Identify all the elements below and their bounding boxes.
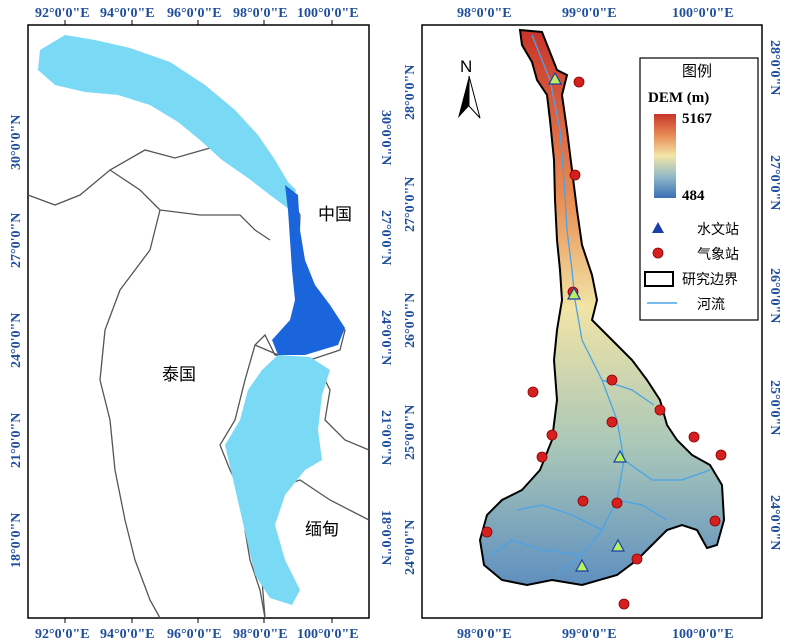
top-tick: 98°0'0"E [233,6,288,21]
study-basin-dem [478,28,726,587]
top-tick: 94°0'0"E [100,6,155,21]
weather-station[interactable] [569,169,581,181]
basin-upper-region [38,35,296,210]
hydro-station[interactable] [612,449,628,463]
basin-lower-region [225,355,330,605]
left-tick: 18°0'0"N [9,513,24,568]
weather-stations [481,76,727,610]
bottom-tick: 98°0'0"E [457,627,512,642]
legend-river: 河流 [697,296,725,312]
right-tick: 28°0'0"N [767,40,782,95]
svg-text:N: N [460,57,472,76]
legend: 图例 DEM (m) 5167 484 水文站 气象站 研究边界 河流 [639,57,759,321]
weather-station[interactable] [546,429,558,441]
left-tick: 25°0'0"N [403,405,418,460]
weather-station[interactable] [577,495,589,507]
bottom-tick: 99°0'0"E [562,627,617,642]
right-tick: 27°0'0"N [378,210,392,265]
basin-middle-region [272,185,345,355]
weather-station[interactable] [688,431,700,443]
weather-station[interactable] [573,76,585,88]
hydro-station[interactable] [574,558,590,572]
bottom-tick: 92°0'0"E [35,627,90,642]
top-tick: 100°0'0"E [297,6,359,21]
left-tick: 26°0'0"N [403,293,418,348]
left-tick: 21°0'0"N [9,413,24,468]
label-thailand: 泰国 [162,365,196,384]
hydro-station[interactable] [547,71,563,85]
overview-map: 中国 泰国 缅甸 92°0'0"E 94°0'0"E 96°0'0"E 98°0… [0,0,392,643]
legend-dem-label: DEM (m) [648,90,709,106]
left-tick: 24°0'0"N [403,520,418,575]
top-tick: 100°0'0"E [672,6,734,21]
top-tick: 98°0'0"E [457,6,512,21]
legend-title: 图例 [682,63,712,80]
bottom-tick: 100°0'0"E [672,627,734,642]
hydro-stations [547,71,628,572]
right-tick: 25°0'0"N [767,380,782,435]
river-network [491,34,711,576]
hydro-station-icon [652,222,664,233]
weather-station[interactable] [527,386,539,398]
left-tick: 28°0'0"N [403,65,418,120]
label-myanmar: 缅甸 [305,520,339,539]
right-tick: 24°0'0"N [378,310,392,365]
right-tick: 26°0'0"N [767,268,782,323]
weather-station[interactable] [611,497,623,509]
weather-station[interactable] [606,374,618,386]
weather-station[interactable] [606,416,618,428]
right-tick: 27°0'0"N [767,155,782,210]
weather-station[interactable] [709,515,721,527]
hydro-station[interactable] [610,538,626,552]
legend-dem-min: 484 [682,188,705,204]
left-tick: 30°0'0"N [9,115,24,170]
right-tick: 18°0'0"N [378,510,392,565]
top-tick: 96°0'0"E [167,6,222,21]
weather-station[interactable] [481,526,493,538]
bottom-tick: 94°0'0"E [100,627,155,642]
right-tick: 21°0'0"N [378,410,392,465]
weather-station[interactable] [631,553,643,565]
right-tick: 30°0'0"N [378,110,392,165]
left-tick: 27°0'0"N [9,213,24,268]
legend-weather: 气象站 [697,246,739,262]
weather-station[interactable] [715,449,727,461]
weather-station-icon [652,247,664,259]
legend-dem-max: 5167 [682,111,713,127]
weather-station[interactable] [654,404,666,416]
study-area-map: N 图例 DEM (m) 5167 484 水文站 气象站 研究边界 河流 98… [392,0,793,643]
left-tick: 24°0'0"N [9,313,24,368]
boundary-icon [644,271,674,287]
bottom-tick: 96°0'0"E [167,627,222,642]
legend-boundary: 研究边界 [682,271,738,287]
weather-station[interactable] [618,598,630,610]
top-tick: 99°0'0"E [562,6,617,21]
label-china: 中国 [318,205,352,224]
bottom-tick: 98°0'0"E [233,627,288,642]
hydro-station[interactable] [566,286,582,300]
left-tick: 27°0'0"N [403,177,418,232]
weather-station[interactable] [536,451,548,463]
legend-hydro: 水文站 [697,221,739,237]
north-arrow-icon: N [458,57,481,119]
bottom-tick: 100°0'0"E [297,627,359,642]
right-tick: 24°0'0"N [767,495,782,550]
top-tick: 92°0'0"E [35,6,90,21]
dem-color-ramp [654,114,676,198]
